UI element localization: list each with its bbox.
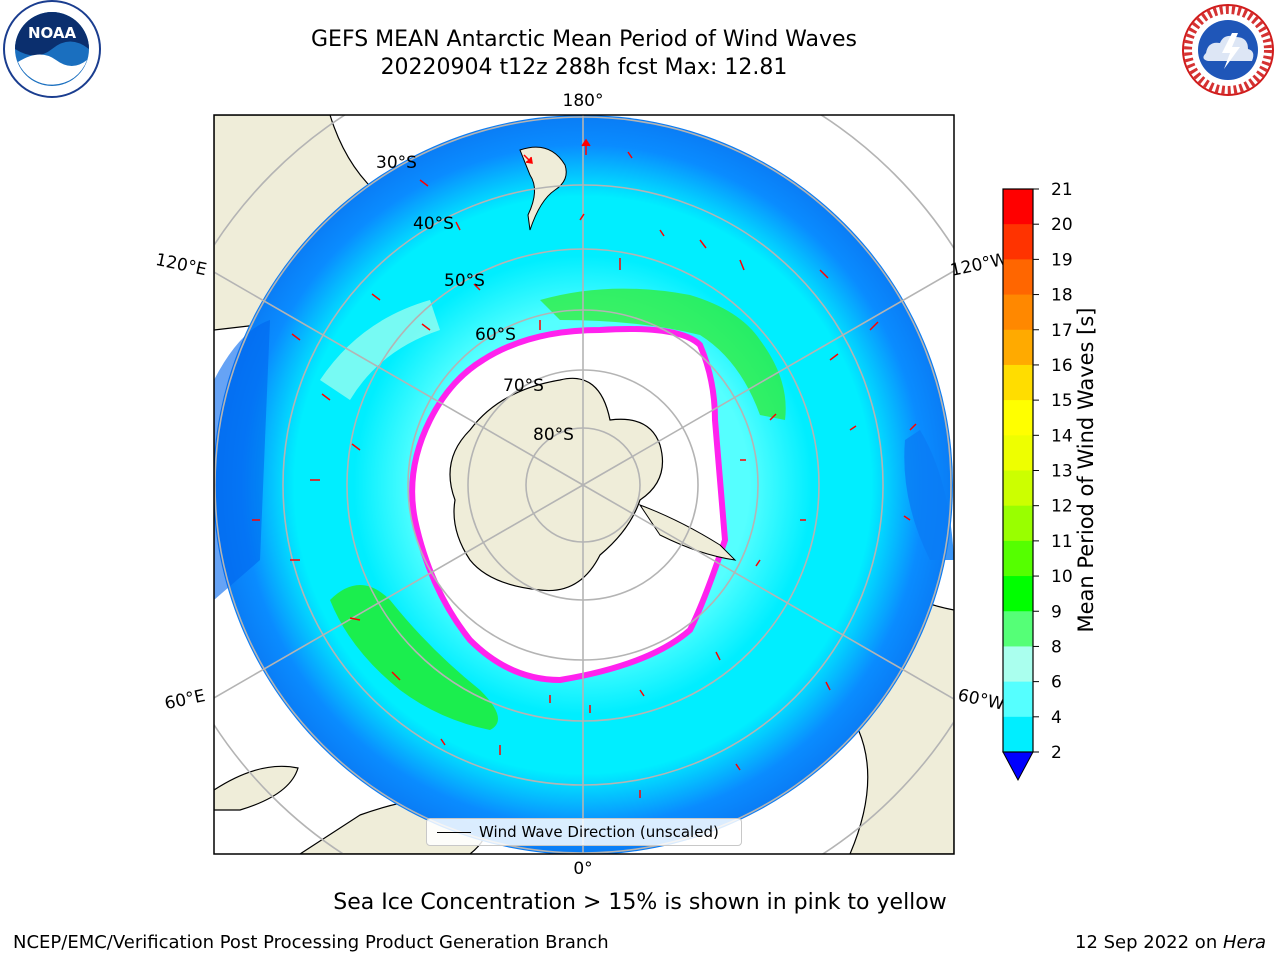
map-frame: [213, 114, 955, 855]
new-zealand-land: [519, 146, 567, 231]
colorbar-segment: [1003, 329, 1033, 366]
colorbar-tick-label: 8: [1051, 637, 1062, 657]
chart-title: GEFS MEAN Antarctic Mean Period of Wind …: [311, 27, 857, 52]
colorbar-segment: [1003, 294, 1033, 331]
colorbar-tick-label: 12: [1051, 497, 1073, 517]
producer-credit: NCEP/EMC/Verification Post Processing Pr…: [13, 932, 609, 953]
lat-label-30: 30°S: [376, 153, 417, 173]
colorbar-tick-label: 18: [1051, 286, 1073, 306]
colorbar-segment: [1003, 189, 1033, 225]
antarctica-land: [449, 377, 664, 592]
lon-label-0: 0°: [573, 859, 592, 879]
colorbar-tick-label: 21: [1051, 180, 1073, 200]
lat-label-70: 70°S: [503, 376, 544, 396]
madagascar-land: [214, 765, 299, 811]
green-band-south: [330, 585, 498, 730]
colorbar-segment: [1003, 364, 1033, 401]
colorbar-label: Mean Period of Wind Waves [s]: [1074, 307, 1098, 633]
colorbar-tick-label: 19: [1051, 250, 1073, 270]
legend: Wind Wave Direction (unscaled): [426, 818, 742, 846]
nws-logo: [1182, 4, 1274, 96]
deep-blue-east: [904, 430, 954, 560]
svg-text:NOAA: NOAA: [28, 24, 77, 42]
wind-arrows: [252, 138, 917, 798]
green-band-north: [540, 288, 786, 420]
colorbar-segment: [1003, 681, 1033, 718]
colorbar-segment: [1003, 540, 1033, 577]
colorbar-tick-label: 20: [1051, 215, 1073, 235]
noaa-logo: NOAA: [3, 0, 101, 98]
run-date: 12 Sep 2022 on Hera: [1075, 932, 1266, 953]
colorbar: 21 20 19 18 17 16 15 14 13 12 11 10 9 8 6 4 2: [1002, 180, 1073, 782]
legend-label: Wind Wave Direction (unscaled): [479, 823, 719, 841]
lat-label-80: 80°S: [533, 425, 574, 445]
colorbar-tick-label: 17: [1051, 321, 1073, 341]
colorbar-tick-label: 15: [1051, 391, 1073, 411]
colorbar-segment: [1003, 505, 1033, 542]
colorbar-segment: [1003, 470, 1033, 507]
chart-subtitle: 20220904 t12z 288h fcst Max: 12.81: [380, 55, 788, 80]
lon-label-120e: 120°E: [154, 250, 209, 280]
host-name: Hera: [1222, 932, 1266, 953]
colorbar-segment: [1003, 435, 1033, 471]
colorbar-tick-label: 9: [1051, 602, 1062, 622]
lat-label-40: 40°S: [413, 214, 454, 234]
colorbar-segment: [1003, 400, 1033, 436]
colorbar-tick-label: 4: [1051, 708, 1062, 728]
run-date-text: 12 Sep 2022 on: [1075, 932, 1223, 953]
colorbar-segment: [1003, 224, 1033, 260]
graticule: [214, 115, 954, 854]
legend-line-swatch: [437, 831, 471, 833]
colorbar-tick-label: 6: [1051, 673, 1062, 693]
colorbar-segment: [1003, 716, 1033, 753]
colorbar-segment: [1003, 611, 1033, 647]
lat-label-60: 60°S: [475, 325, 516, 345]
colorbar-segment: [1003, 576, 1033, 612]
lon-label-180: 180°: [563, 91, 604, 111]
colorbar-tick-label: 14: [1051, 426, 1073, 446]
lon-label-60w: 60°W: [956, 685, 1006, 714]
colorbar-tick-label: 16: [1051, 356, 1073, 376]
colorbar-segment: [1003, 259, 1033, 296]
colorbar-segment: [1003, 646, 1033, 683]
colorbar-tick-label: 2: [1051, 743, 1062, 763]
lon-label-120w: 120°W: [949, 249, 1010, 281]
colorbar-tick-label: 13: [1051, 462, 1073, 482]
colorbar-tick-label: 10: [1051, 567, 1073, 587]
lat-label-50: 50°S: [444, 271, 485, 291]
colorbar-extend-triangle: [1002, 751, 1034, 782]
sea-ice-note: Sea Ice Concentration > 15% is shown in …: [333, 890, 947, 915]
lon-label-60e: 60°E: [163, 686, 207, 714]
colorbar-tick-label: 11: [1051, 532, 1073, 552]
